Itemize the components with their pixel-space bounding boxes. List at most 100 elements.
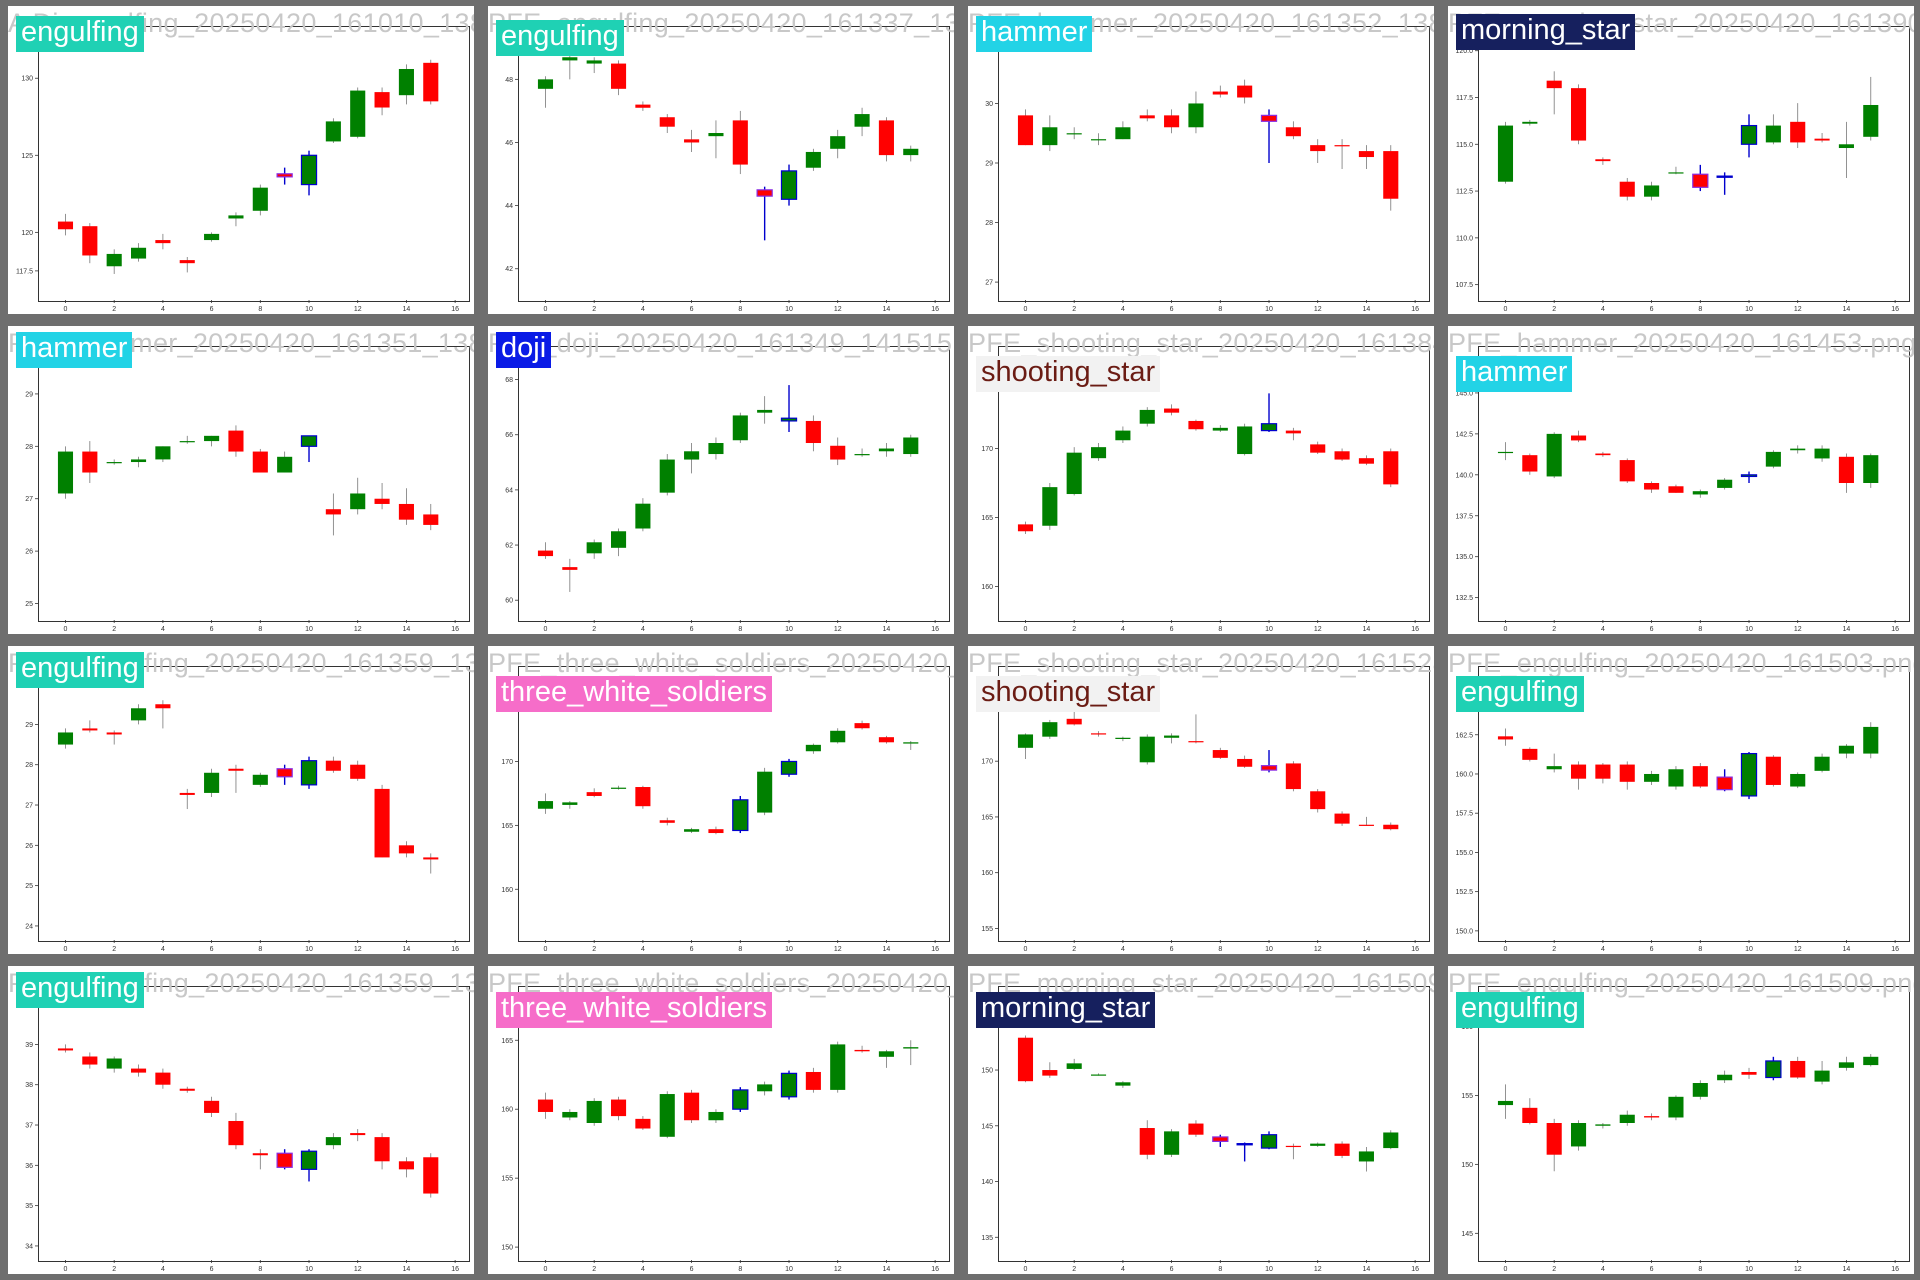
candle — [1740, 114, 1758, 158]
pattern-label: morning_star — [1456, 14, 1636, 50]
candle-body — [1863, 1056, 1879, 1066]
candle — [106, 730, 122, 745]
candle — [1237, 79, 1253, 104]
candle — [82, 441, 98, 483]
candle — [1017, 1035, 1034, 1083]
candle — [805, 148, 821, 171]
x-tick-label: 8 — [1218, 626, 1222, 633]
candle-body — [1310, 444, 1326, 453]
candle-body — [1090, 1074, 1107, 1076]
y-tick-label: 135.0 — [1455, 554, 1473, 561]
candle — [659, 114, 675, 134]
candle-body — [1522, 455, 1538, 472]
candle-body — [1570, 764, 1587, 779]
candle — [1042, 1062, 1058, 1078]
candle — [830, 728, 846, 744]
candle-body — [155, 1072, 171, 1085]
candle-body — [1668, 1096, 1684, 1118]
candlestick-chart: 1451501551600246810121416 — [1461, 1024, 1899, 1273]
pattern-label: engulfing — [16, 16, 144, 52]
x-tick-label: 8 — [1218, 1266, 1222, 1273]
candle-body — [300, 435, 318, 447]
candle — [878, 117, 894, 162]
x-tick-label: 12 — [354, 306, 362, 313]
candle — [1522, 1098, 1538, 1125]
candle-body — [1358, 1151, 1374, 1162]
x-tick-label: 6 — [690, 626, 694, 633]
y-tick-label: 155 — [501, 1176, 513, 1183]
candle-body — [277, 456, 293, 473]
candle-body — [635, 503, 651, 529]
candle — [1619, 761, 1635, 790]
candle — [780, 758, 798, 777]
x-tick-label: 10 — [305, 626, 313, 633]
y-tick-label: 165 — [501, 823, 513, 830]
x-tick-label: 10 — [1745, 626, 1753, 633]
candle-body — [57, 732, 74, 745]
candle-body — [1383, 1132, 1399, 1149]
candle-body — [1546, 80, 1562, 89]
candle-body — [1017, 115, 1034, 146]
candle — [300, 1149, 318, 1182]
candle — [1090, 133, 1107, 146]
x-tick-label: 6 — [1170, 946, 1174, 953]
candle-body — [1863, 104, 1879, 137]
candle — [1358, 455, 1374, 466]
candle — [1497, 121, 1514, 184]
x-tick-label: 0 — [1024, 946, 1028, 953]
candle — [1838, 744, 1854, 759]
candle-body — [204, 1100, 220, 1113]
x-tick-label: 14 — [1363, 946, 1371, 953]
candle — [204, 435, 220, 447]
x-tick-label: 0 — [64, 626, 68, 633]
candle-body — [1139, 115, 1155, 119]
candle-body — [1358, 824, 1374, 826]
y-tick-label: 125 — [21, 153, 33, 160]
candle — [1188, 91, 1204, 134]
x-tick-label: 4 — [641, 946, 645, 953]
candle-body — [830, 136, 846, 149]
candle — [830, 1041, 846, 1093]
x-tick-label: 10 — [1745, 306, 1753, 313]
x-tick-label: 14 — [1843, 946, 1851, 953]
candle-body — [423, 1157, 439, 1194]
candle-body — [1716, 776, 1733, 791]
candle — [586, 57, 602, 74]
candle-body — [1260, 1134, 1278, 1149]
candle-body — [732, 120, 748, 165]
candle — [1716, 769, 1733, 792]
candle-body — [586, 1100, 602, 1123]
candle — [1042, 483, 1058, 530]
x-tick-label: 12 — [1794, 626, 1802, 633]
x-tick-label: 0 — [1504, 1266, 1508, 1273]
y-tick-label: 25 — [25, 883, 33, 890]
y-tick-label: 42 — [505, 266, 513, 273]
y-tick-label: 48 — [505, 77, 513, 84]
x-tick-label: 2 — [1072, 306, 1076, 313]
candle-body — [610, 1099, 627, 1117]
candle-body — [1358, 151, 1374, 158]
candle — [1814, 753, 1830, 773]
candle — [756, 186, 773, 241]
candle-body — [1863, 726, 1879, 754]
candle-body — [1716, 175, 1733, 178]
candle — [155, 700, 171, 729]
y-tick-label: 160 — [981, 584, 993, 591]
plot-frame — [1478, 666, 1910, 942]
candle — [1619, 177, 1635, 201]
candle — [1358, 1146, 1374, 1172]
plot-frame — [518, 346, 950, 622]
x-tick-label: 2 — [1552, 306, 1556, 313]
x-tick-label: 16 — [1891, 306, 1899, 313]
candle-body — [1042, 127, 1058, 146]
candle-body — [586, 60, 602, 64]
x-tick-label: 14 — [1363, 626, 1371, 633]
x-tick-label: 14 — [403, 1266, 411, 1273]
y-tick-label: 170 — [981, 759, 993, 766]
candle — [1668, 1095, 1684, 1121]
candle-body — [537, 79, 554, 89]
candle — [659, 454, 675, 496]
candle-body — [1668, 769, 1684, 787]
candle — [228, 1112, 244, 1150]
candle — [1017, 733, 1034, 759]
